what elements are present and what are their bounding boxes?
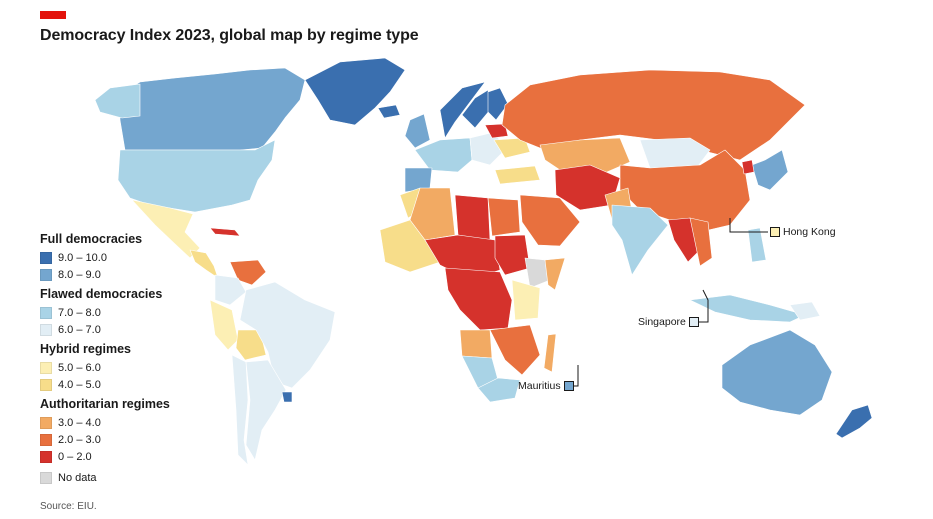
region-venezuela	[229, 259, 267, 286]
legend-swatch	[40, 251, 52, 264]
mauritius-swatch	[563, 381, 574, 391]
legend-item-label: 3.0 – 4.0	[58, 416, 101, 429]
legend-item: 9.0 – 10.0	[40, 249, 220, 266]
region-egypt	[487, 197, 521, 237]
region-kazakhstan	[539, 137, 631, 176]
region-colombia	[214, 274, 247, 306]
legend-item-label: 9.0 – 10.0	[58, 251, 107, 264]
region-arabia	[519, 194, 581, 247]
region-iceland	[377, 104, 401, 119]
legend-group-title: Flawed democracies	[40, 287, 163, 301]
legend-swatch	[40, 361, 52, 374]
region-ukraine	[493, 137, 531, 159]
page-title: Democracy Index 2023, global map by regi…	[40, 27, 419, 44]
region-north-korea	[741, 159, 755, 175]
legend-item: 0 – 2.0	[40, 448, 220, 465]
region-uk	[404, 113, 431, 149]
legend-item: No data	[40, 469, 220, 486]
legend-item: 3.0 – 4.0	[40, 414, 220, 431]
brand-bar	[40, 11, 66, 19]
legend-group: Flawed democracies 7.0 – 8.0 6.0 – 7.0	[40, 287, 220, 338]
legend-item-label: 2.0 – 3.0	[58, 433, 101, 446]
legend-item-label: 7.0 – 8.0	[58, 306, 101, 319]
legend-group: Authoritarian regimes 3.0 – 4.0 2.0 – 3.0 0…	[40, 397, 220, 465]
region-madagascar	[543, 333, 557, 373]
region-zambia-mozambique	[489, 324, 541, 376]
legend-swatch	[40, 433, 52, 446]
singapore-leader	[692, 289, 709, 323]
callout-singapore: Singapore	[638, 316, 702, 328]
singapore-swatch	[688, 317, 699, 327]
region-philippines	[747, 227, 767, 263]
source-note: Source: EIU.	[40, 501, 97, 512]
legend-item-label: No data	[58, 471, 97, 484]
region-mongolia	[639, 137, 711, 171]
legend-group: No data	[40, 469, 220, 486]
region-usa	[117, 139, 276, 213]
region-brazil	[239, 281, 336, 389]
legend-item: 6.0 – 7.0	[40, 321, 220, 338]
region-somalia	[544, 257, 566, 291]
callout-mauritius: Mauritius	[518, 380, 577, 392]
callout-hong-kong: Hong Kong	[767, 226, 836, 238]
hong-kong-leader	[729, 218, 768, 233]
legend-item: 7.0 – 8.0	[40, 304, 220, 321]
legend-swatch	[40, 471, 52, 484]
legend-item: 5.0 – 6.0	[40, 359, 220, 376]
region-central-africa	[444, 267, 513, 331]
region-angola	[459, 329, 493, 359]
legend-swatch	[40, 416, 52, 429]
legend: Full democracies 9.0 – 10.0 8.0 – 9.0 Flawe…	[40, 232, 220, 490]
legend-group: Hybrid regimes 5.0 – 6.0 4.0 – 5.0	[40, 342, 220, 393]
legend-item-label: 4.0 – 5.0	[58, 378, 101, 391]
region-peru	[209, 299, 239, 351]
region-east-africa	[511, 279, 541, 321]
hong-kong-label: Hong Kong	[783, 226, 836, 238]
region-greenland	[304, 57, 406, 126]
region-chile	[231, 354, 249, 466]
legend-swatch	[40, 306, 52, 319]
region-uruguay	[281, 391, 293, 403]
region-india	[611, 204, 669, 276]
singapore-label: Singapore	[638, 316, 686, 328]
region-papua-new-guinea	[789, 301, 821, 321]
region-finland	[487, 87, 509, 121]
region-sudan	[494, 234, 531, 276]
legend-swatch	[40, 268, 52, 281]
region-libya	[454, 194, 491, 241]
region-sahel	[424, 234, 501, 281]
legend-group-title: Hybrid regimes	[40, 342, 132, 356]
legend-item: 2.0 – 3.0	[40, 431, 220, 448]
legend-group-title: Authoritarian regimes	[40, 397, 170, 411]
region-indonesia	[689, 294, 806, 323]
legend-item-label: 5.0 – 6.0	[58, 361, 101, 374]
legend-group: Full democracies 9.0 – 10.0 8.0 – 9.0	[40, 232, 220, 283]
region-south-africa	[477, 377, 521, 403]
region-korea-japan	[751, 149, 789, 191]
region-alaska	[94, 83, 141, 119]
legend-swatch	[40, 323, 52, 336]
legend-item-label: 6.0 – 7.0	[58, 323, 101, 336]
legend-item: 4.0 – 5.0	[40, 376, 220, 393]
region-australia	[721, 329, 833, 416]
region-new-zealand	[835, 404, 873, 439]
mauritius-label: Mauritius	[518, 380, 561, 392]
region-mexico	[131, 199, 201, 259]
legend-item-label: 8.0 – 9.0	[58, 268, 101, 281]
region-canada	[119, 67, 306, 151]
legend-swatch	[40, 450, 52, 463]
region-norway	[439, 81, 486, 139]
legend-group-title: Full democracies	[40, 232, 143, 246]
legend-swatch	[40, 378, 52, 391]
region-belarus	[484, 123, 509, 139]
region-turkey	[494, 165, 541, 185]
hong-kong-swatch	[770, 227, 780, 237]
region-se-asia	[689, 217, 713, 267]
legend-item-label: 0 – 2.0	[58, 450, 92, 463]
legend-item: 8.0 – 9.0	[40, 266, 220, 283]
region-cuba	[209, 227, 241, 237]
region-argentina	[245, 359, 287, 461]
